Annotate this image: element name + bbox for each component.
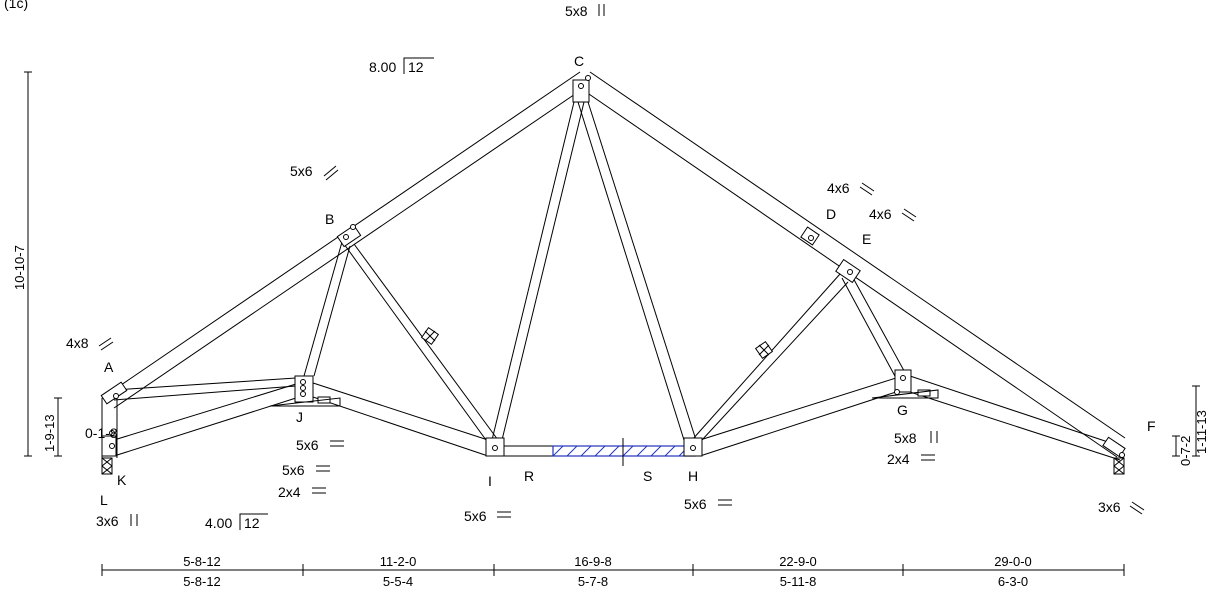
joint-e-label: E [862,231,871,247]
web-i-c-1 [491,101,575,441]
plate-label-g-2: 2x4 [887,451,910,467]
truss-members [101,71,1126,461]
dim-cumulative-2: 11-2-0 [380,554,417,569]
bottom-chord-k-j-top [113,383,297,441]
bottom-chord-j-i-bottom [309,395,489,457]
bottom-chord-j-i-top [309,381,489,441]
dim-offset: 0-1-8 [85,425,118,441]
plate-label-j-1: 5x6 [296,437,319,453]
plate-label-b: 5x6 [290,163,313,179]
plate-label-f: 3x6 [1098,499,1121,515]
joint-b-label: B [325,211,334,227]
web-c-h-1 [577,101,685,441]
dim-right-top: 1-11-13 [1194,410,1209,454]
plate-label-a: 4x8 [66,335,89,351]
joint-dots [109,75,1125,458]
dim-cumulative-1: 5-8-12 [183,554,221,569]
joint-d-label: D [826,206,836,222]
pitch-bottom-run: 12 [244,515,260,531]
dim-cumulative-5: 29-0-0 [994,554,1032,569]
plate-b [336,224,362,248]
joint-l-label: L [100,492,108,508]
web-j-b-2 [313,245,351,377]
plate-label-i: 5x6 [464,508,487,524]
plate-labels: 5x8 5x6 4x8 4x6 4x6 5x6 5x6 2x4 3x6 5x6 … [66,3,1145,529]
web-j-b-1 [303,241,343,377]
web-h-e-2 [701,281,849,441]
joint-j-label: J [296,409,303,425]
bottom-chord-h-g-bottom [699,391,897,457]
left-dimensions: 10-10-7 1-9-13 0-1-8 [12,71,118,457]
dim-overall-height: 10-10-7 [12,245,27,290]
joint-c-label: C [574,53,584,69]
web-c-h-2 [587,101,697,441]
block-g [917,389,931,397]
plate-c [572,79,590,103]
web-b-i-2 [353,243,499,441]
plate-label-l: 3x6 [96,513,119,529]
dim-segment-5: 6-3-0 [998,574,1028,589]
joint-h-label: H [688,468,698,484]
web-e-g-1 [841,277,897,379]
pitch-top: 8.00 12 [369,57,434,75]
dim-segment-1: 5-8-12 [183,574,221,589]
dim-cumulative-4: 22-9-0 [779,554,817,569]
plate-label-c: 5x8 [565,3,588,19]
bottom-dimensions: 5-8-12 5-8-12 11-2-0 5-5-4 16-9-8 5-7-8 … [101,554,1125,589]
right-bearing [1113,457,1125,475]
joint-k-label: K [117,472,127,488]
bottom-chord-g-f-bottom [909,391,1121,461]
joint-f-label: F [1147,418,1156,434]
dim-cumulative-3: 16-9-8 [574,554,612,569]
header-text: (1c) [4,0,28,11]
bottom-chord-g-f-top [909,375,1121,447]
bottom-chord-h-g-top [699,377,897,441]
dim-segment-2: 5-5-4 [383,574,413,589]
left-bearing [101,457,113,475]
truss-plates [100,79,1126,458]
dim-heel-height: 1-9-13 [42,414,57,452]
joint-a-label: A [104,359,114,375]
joint-labels: A B C D E F G H I J K L R S [100,53,1156,508]
bottom-chord-k-j-bottom [113,397,297,457]
lateral-brace [552,438,696,466]
web-e-g-2 [851,275,909,379]
pitch-bottom-rise: 4.00 [205,515,232,531]
web-a-j-top [113,377,297,391]
joint-g-label: G [897,402,908,418]
plate-label-e: 4x6 [869,206,892,222]
top-chord-right-outer [589,71,1126,439]
pitch-top-run: 12 [408,59,424,75]
right-dimensions: 1-11-13 0-7-2 [1172,385,1209,466]
plate-label-j-2: 5x6 [282,462,305,478]
dim-right-heel: 0-7-2 [1178,436,1193,466]
joint-i-label: I [488,473,492,489]
plate-label-h: 5x6 [684,496,707,512]
dim-segment-4: 5-11-8 [780,574,817,589]
web-i-c-2 [501,101,585,441]
dim-segment-3: 5-7-8 [578,574,608,589]
plate-a [100,381,128,405]
plate-label-g-1: 5x8 [894,430,917,446]
web-h-e-1 [691,273,841,441]
pitch-bottom: 4.00 12 [205,513,268,531]
plate-label-d: 4x6 [827,180,850,196]
joint-s-label: S [643,468,652,484]
plate-label-j-3: 2x4 [278,484,301,500]
joint-r-label: R [524,468,534,484]
web-a-j-bottom [113,385,297,401]
web-b-i-1 [343,243,487,441]
pitch-top-rise: 8.00 [369,59,396,75]
